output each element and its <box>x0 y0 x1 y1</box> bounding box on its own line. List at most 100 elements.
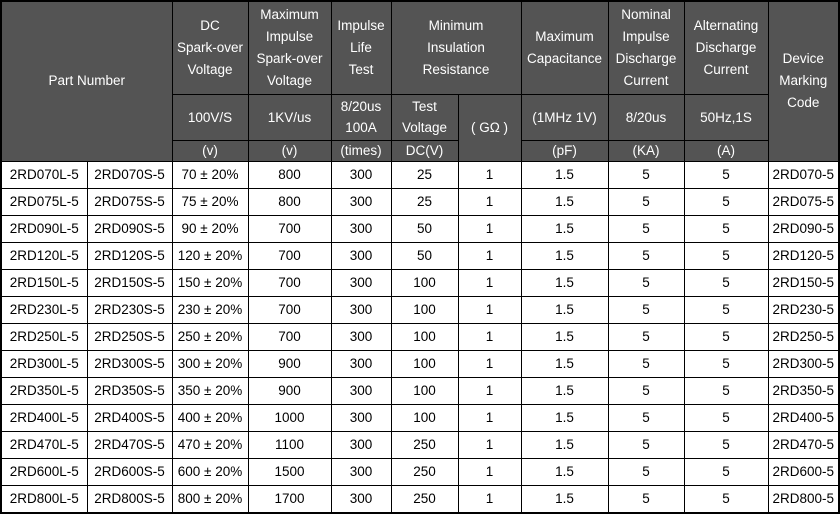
cell-part-number-l: 2RD350L-5 <box>0 376 88 405</box>
cell-part-number-l: 2RD300L-5 <box>0 349 88 378</box>
table-body: 2RD070L-5 2RD070S-5 70 ± 20% 800 300 25 1 1.5 5 5… <box>0 160 840 513</box>
cell-max-impulse-sparkover-voltage: 1100 <box>247 430 332 459</box>
header-min-insulation-resistance: Minimum Insulation Resistance <box>390 0 522 95</box>
cell-dc-sparkover-voltage: 300 ± 20% <box>171 349 249 378</box>
cell-device-marking-code: 2RD150-5 <box>767 268 840 297</box>
cell-device-marking-code: 2RD350-5 <box>767 376 840 405</box>
cell-impulse-life-test: 300 <box>330 322 392 351</box>
cell-impulse-life-test: 300 <box>330 457 392 486</box>
cell-dc-sparkover-voltage: 70 ± 20% <box>171 160 249 189</box>
cell-part-number-s: 2RD230S-5 <box>86 295 173 324</box>
header-part-number: Part Number <box>0 0 173 162</box>
header-alternating-discharge-current: Alternating Discharge Current <box>683 0 769 95</box>
cell-dc-sparkover-voltage: 600 ± 20% <box>171 457 249 486</box>
cell-capacitance: 1.5 <box>520 322 609 351</box>
cell-part-number-l: 2RD075L-5 <box>0 187 88 216</box>
cell-impulse-life-test: 300 <box>330 241 392 270</box>
cell-impulse-discharge-current: 5 <box>607 160 685 189</box>
cell-impulse-discharge-current: 5 <box>607 322 685 351</box>
cell-impulse-life-test: 300 <box>330 430 392 459</box>
cell-insulation-resistance: 1 <box>457 214 522 243</box>
cell-impulse-discharge-current: 5 <box>607 484 685 513</box>
cell-capacitance: 1.5 <box>520 160 609 189</box>
cell-alternating-discharge-current: 5 <box>683 268 769 297</box>
cell-capacitance: 1.5 <box>520 349 609 378</box>
unit-alternating-discharge: (A) <box>683 139 769 162</box>
cell-max-impulse-sparkover-voltage: 700 <box>247 214 332 243</box>
table-row: 2RD600L-5 2RD600S-5 600 ± 20% 1500 300 250 1 1.… <box>0 457 840 486</box>
cell-dc-sparkover-voltage: 250 ± 20% <box>171 322 249 351</box>
cell-alternating-discharge-current: 5 <box>683 241 769 270</box>
cell-impulse-life-test: 300 <box>330 484 392 513</box>
cell-impulse-life-test: 300 <box>330 349 392 378</box>
cell-insulation-test-voltage: 25 <box>390 187 459 216</box>
cell-insulation-test-voltage: 250 <box>390 430 459 459</box>
cell-impulse-life-test: 300 <box>330 268 392 297</box>
header-max-capacitance: Maximum Capacitance <box>520 0 609 95</box>
cell-max-impulse-sparkover-voltage: 700 <box>247 241 332 270</box>
cell-alternating-discharge-current: 5 <box>683 322 769 351</box>
cell-alternating-discharge-current: 5 <box>683 484 769 513</box>
table-row: 2RD800L-5 2RD800S-5 800 ± 20% 1700 300 250 1 1.… <box>0 484 840 513</box>
unit-test-voltage: DC(V) <box>390 139 459 162</box>
cell-impulse-life-test: 300 <box>330 295 392 324</box>
cell-dc-sparkover-voltage: 350 ± 20% <box>171 376 249 405</box>
cell-insulation-resistance: 1 <box>457 376 522 405</box>
cell-impulse-discharge-current: 5 <box>607 241 685 270</box>
cell-part-number-s: 2RD470S-5 <box>86 430 173 459</box>
table-row: 2RD070L-5 2RD070S-5 70 ± 20% 800 300 25 1 1.5 5 5… <box>0 160 840 189</box>
cell-dc-sparkover-voltage: 150 ± 20% <box>171 268 249 297</box>
cond-max-impulse: 1KV/us <box>247 93 332 141</box>
table-row: 2RD400L-5 2RD400S-5 400 ± 20% 1000 300 100 1 1.… <box>0 403 840 432</box>
cell-impulse-discharge-current: 5 <box>607 457 685 486</box>
unit-capacitance: (pF) <box>520 139 609 162</box>
cell-dc-sparkover-voltage: 90 ± 20% <box>171 214 249 243</box>
cell-impulse-life-test: 300 <box>330 160 392 189</box>
unit-max-impulse: (v) <box>247 139 332 162</box>
cell-part-number-l: 2RD230L-5 <box>0 295 88 324</box>
cell-insulation-resistance: 1 <box>457 430 522 459</box>
cell-insulation-test-voltage: 100 <box>390 403 459 432</box>
cell-part-number-l: 2RD070L-5 <box>0 160 88 189</box>
cell-insulation-test-voltage: 250 <box>390 484 459 513</box>
cell-impulse-discharge-current: 5 <box>607 187 685 216</box>
cell-max-impulse-sparkover-voltage: 1500 <box>247 457 332 486</box>
cell-part-number-l: 2RD470L-5 <box>0 430 88 459</box>
cell-capacitance: 1.5 <box>520 484 609 513</box>
cell-max-impulse-sparkover-voltage: 700 <box>247 322 332 351</box>
cell-device-marking-code: 2RD300-5 <box>767 349 840 378</box>
cell-alternating-discharge-current: 5 <box>683 349 769 378</box>
cell-dc-sparkover-voltage: 230 ± 20% <box>171 295 249 324</box>
cell-insulation-resistance: 1 <box>457 160 522 189</box>
cond-test-voltage: Test Voltage <box>390 93 459 141</box>
cell-dc-sparkover-voltage: 75 ± 20% <box>171 187 249 216</box>
cell-device-marking-code: 2RD090-5 <box>767 214 840 243</box>
cell-part-number-s: 2RD120S-5 <box>86 241 173 270</box>
cell-part-number-s: 2RD250S-5 <box>86 322 173 351</box>
cell-impulse-discharge-current: 5 <box>607 403 685 432</box>
cond-dc-sparkover: 100V/S <box>171 93 249 141</box>
cell-part-number-s: 2RD350S-5 <box>86 376 173 405</box>
cell-capacitance: 1.5 <box>520 376 609 405</box>
cell-insulation-resistance: 1 <box>457 295 522 324</box>
cond-impulse-life: 8/20us 100A <box>330 93 392 141</box>
cell-part-number-l: 2RD400L-5 <box>0 403 88 432</box>
cell-max-impulse-sparkover-voltage: 1700 <box>247 484 332 513</box>
cell-capacitance: 1.5 <box>520 457 609 486</box>
header-group-row: Part Number DC Spark-over Voltage Maximu… <box>0 0 840 162</box>
cell-insulation-test-voltage: 100 <box>390 349 459 378</box>
cell-insulation-resistance: 1 <box>457 322 522 351</box>
cell-insulation-test-voltage: 50 <box>390 214 459 243</box>
cell-insulation-resistance: 1 <box>457 187 522 216</box>
table-header: Part Number DC Spark-over Voltage Maximu… <box>0 0 840 162</box>
cell-impulse-life-test: 300 <box>330 376 392 405</box>
cell-alternating-discharge-current: 5 <box>683 160 769 189</box>
cell-device-marking-code: 2RD400-5 <box>767 403 840 432</box>
cell-dc-sparkover-voltage: 400 ± 20% <box>171 403 249 432</box>
cell-impulse-discharge-current: 5 <box>607 295 685 324</box>
cell-impulse-discharge-current: 5 <box>607 376 685 405</box>
cell-alternating-discharge-current: 5 <box>683 214 769 243</box>
cell-device-marking-code: 2RD120-5 <box>767 241 840 270</box>
cell-insulation-resistance: 1 <box>457 268 522 297</box>
header-max-impulse-sparkover-voltage: Maximum Impulse Spark-over Voltage <box>247 0 332 95</box>
